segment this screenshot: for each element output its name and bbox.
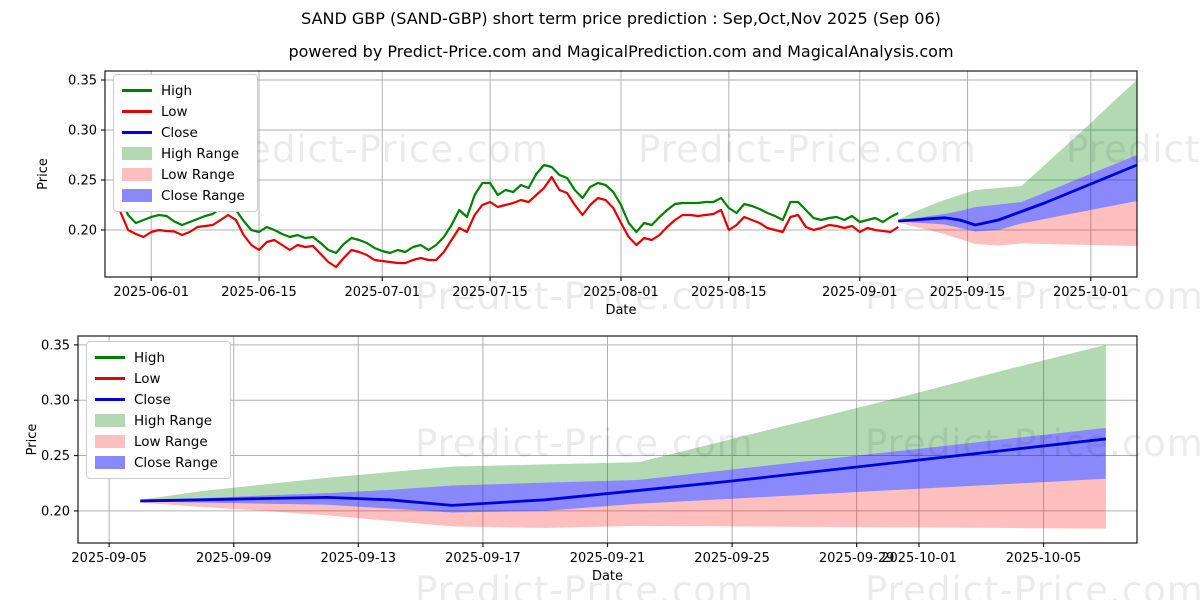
y-tick-label: 0.35 bbox=[41, 338, 70, 353]
high-line bbox=[119, 163, 899, 255]
legend-swatch-low-range bbox=[122, 168, 152, 181]
legend-item-low: Low bbox=[95, 368, 218, 389]
close-line bbox=[140, 437, 1107, 507]
legend-label: Close Range bbox=[161, 187, 245, 204]
history-and-prediction-chart: 2025-06-01 2025-06-15 2025-07-01 2025-07-15… bbox=[36, 70, 1138, 318]
legend-swatch-close-range bbox=[122, 189, 152, 202]
y-tick-label: 0.20 bbox=[41, 504, 70, 519]
legend-swatch-close bbox=[122, 131, 152, 134]
legend-swatch-low-range bbox=[95, 435, 125, 448]
legend-label: Close bbox=[161, 124, 198, 141]
high-range-band bbox=[898, 80, 1137, 221]
chart-title: SAND GBP (SAND-GBP) short term price pre… bbox=[301, 9, 941, 28]
y-tick-label: 0.25 bbox=[68, 174, 97, 189]
legend-item-close: Close bbox=[122, 122, 245, 143]
x-axis-label: Date bbox=[605, 303, 636, 318]
close-range-band bbox=[140, 427, 1106, 513]
x-tick-label: 2025-10-05 bbox=[1006, 551, 1082, 566]
x-tick-label: 2025-09-05 bbox=[71, 551, 147, 566]
legend-label: High Range bbox=[161, 145, 240, 162]
legend-item-high-range: High Range bbox=[95, 410, 218, 431]
x-tick-label: 2025-09-17 bbox=[445, 551, 521, 566]
x-tick-label: 2025-10-01 bbox=[881, 551, 957, 566]
legend-item-high: High bbox=[122, 80, 245, 101]
y-axis-label: Price bbox=[36, 158, 51, 190]
legend-label: High Range bbox=[134, 412, 213, 429]
prediction-zoom-chart: 2025-09-05 2025-09-09 2025-09-13 2025-09-17… bbox=[25, 335, 1138, 584]
low-line bbox=[119, 175, 899, 269]
legend-label: Close bbox=[134, 391, 171, 408]
legend-swatch-low bbox=[122, 110, 152, 113]
legend-swatch-low bbox=[95, 377, 125, 380]
x-tick-label: 2025-07-01 bbox=[344, 285, 420, 300]
legend-item-close: Close bbox=[95, 389, 218, 410]
x-tick-label: 2025-09-01 bbox=[822, 285, 898, 300]
legend-label: Low bbox=[161, 103, 188, 120]
legend-item-low: Low bbox=[122, 101, 245, 122]
close-line bbox=[898, 163, 1138, 227]
x-tick-label: 2025-09-09 bbox=[196, 551, 272, 566]
y-axis-label: Price bbox=[25, 424, 40, 456]
low-range-band bbox=[140, 478, 1106, 529]
legend-swatch-high-range bbox=[95, 414, 125, 427]
y-tick-label: 0.30 bbox=[68, 124, 97, 139]
chart-subtitle: powered by Predict-Price.com and Magical… bbox=[288, 42, 954, 61]
x-tick-label: 2025-09-25 bbox=[694, 551, 770, 566]
x-tick-label: 2025-07-15 bbox=[452, 285, 528, 300]
legend-swatch-high-range bbox=[122, 147, 152, 160]
legend: High Low Close High Range Low Range Close Ran… bbox=[113, 74, 258, 212]
legend-swatch-high bbox=[122, 89, 152, 92]
x-tick-label: 2025-09-21 bbox=[570, 551, 646, 566]
legend-item-close-range: Close Range bbox=[122, 185, 245, 206]
legend-label: High bbox=[161, 82, 193, 99]
x-tick-label: 2025-06-01 bbox=[113, 285, 189, 300]
low-range-band bbox=[898, 201, 1137, 246]
y-tick-label: 0.20 bbox=[68, 224, 97, 239]
legend-item-low-range: Low Range bbox=[122, 164, 245, 185]
x-tick-label: 2025-08-15 bbox=[691, 285, 767, 300]
legend-swatch-high bbox=[95, 356, 125, 359]
legend-item-close-range: Close Range bbox=[95, 452, 218, 473]
legend: High Low Close High Range Low Range Close Ran… bbox=[86, 341, 231, 479]
legend-label: Low Range bbox=[161, 166, 235, 183]
y-tick-label: 0.30 bbox=[41, 394, 70, 409]
legend-swatch-close bbox=[95, 398, 125, 401]
legend-label: High bbox=[134, 349, 166, 366]
x-tick-label: 2025-09-29 bbox=[819, 551, 895, 566]
y-tick-label: 0.25 bbox=[41, 449, 70, 464]
x-tick-label: 2025-08-01 bbox=[583, 285, 659, 300]
y-tick-label: 0.35 bbox=[68, 74, 97, 89]
legend-item-high: High bbox=[95, 347, 218, 368]
high-range-band bbox=[140, 344, 1106, 501]
x-axis-label: Date bbox=[592, 569, 623, 584]
legend-label: Low Range bbox=[134, 433, 208, 450]
legend-label: Low bbox=[134, 370, 161, 387]
x-tick-label: 2025-09-15 bbox=[930, 285, 1006, 300]
x-tick-label: 2025-09-13 bbox=[321, 551, 397, 566]
close-range-band bbox=[898, 155, 1137, 232]
x-tick-label: 2025-10-01 bbox=[1053, 285, 1129, 300]
x-tick-label: 2025-06-15 bbox=[221, 285, 297, 300]
legend-swatch-close-range bbox=[95, 456, 125, 469]
legend-label: Close Range bbox=[134, 454, 218, 471]
legend-item-low-range: Low Range bbox=[95, 431, 218, 452]
legend-item-high-range: High Range bbox=[122, 143, 245, 164]
